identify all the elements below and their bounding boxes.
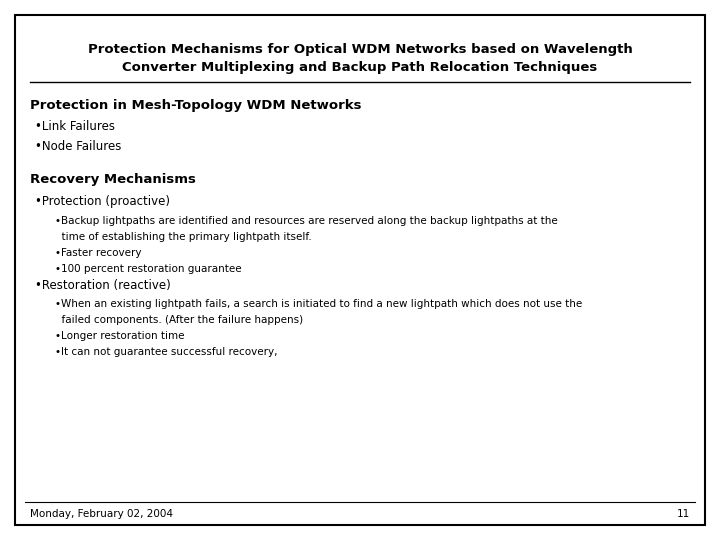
Text: Protection in Mesh-Topology WDM Networks: Protection in Mesh-Topology WDM Networks bbox=[30, 98, 361, 111]
Text: Monday, February 02, 2004: Monday, February 02, 2004 bbox=[30, 509, 173, 519]
Text: Protection Mechanisms for Optical WDM Networks based on Wavelength: Protection Mechanisms for Optical WDM Ne… bbox=[88, 44, 632, 57]
Text: Recovery Mechanisms: Recovery Mechanisms bbox=[30, 173, 196, 186]
Text: •100 percent restoration guarantee: •100 percent restoration guarantee bbox=[55, 264, 242, 274]
Text: time of establishing the primary lightpath itself.: time of establishing the primary lightpa… bbox=[55, 232, 312, 242]
Text: •It can not guarantee successful recovery,: •It can not guarantee successful recover… bbox=[55, 347, 277, 357]
Text: •Protection (proactive): •Protection (proactive) bbox=[35, 195, 170, 208]
Text: •Faster recovery: •Faster recovery bbox=[55, 248, 142, 258]
Text: •When an existing lightpath fails, a search is initiated to find a new lightpath: •When an existing lightpath fails, a sea… bbox=[55, 299, 582, 309]
Text: •Longer restoration time: •Longer restoration time bbox=[55, 331, 184, 341]
Text: •Node Failures: •Node Failures bbox=[35, 139, 122, 152]
Text: Converter Multiplexing and Backup Path Relocation Techniques: Converter Multiplexing and Backup Path R… bbox=[122, 62, 598, 75]
Text: •Backup lightpaths are identified and resources are reserved along the backup li: •Backup lightpaths are identified and re… bbox=[55, 216, 558, 226]
Text: •Link Failures: •Link Failures bbox=[35, 120, 115, 133]
Text: •Restoration (reactive): •Restoration (reactive) bbox=[35, 279, 171, 292]
Text: failed components. (After the failure happens): failed components. (After the failure ha… bbox=[55, 315, 303, 325]
Text: 11: 11 bbox=[677, 509, 690, 519]
